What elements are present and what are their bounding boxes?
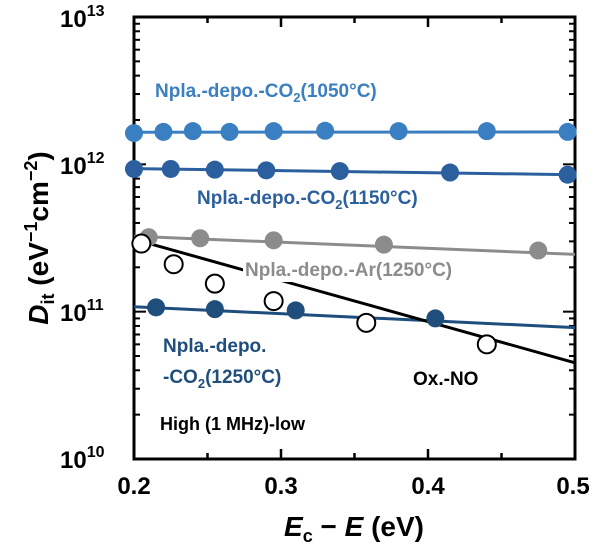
y-tick-exp: 10 — [87, 444, 105, 461]
x-tick-label: 0.3 — [264, 473, 297, 500]
data-point — [476, 334, 497, 355]
x-axis-sub: c — [303, 526, 313, 546]
y-axis-unit-pre: (eV — [23, 242, 54, 294]
data-point — [426, 309, 445, 328]
y-tick-label: 1010 — [60, 444, 105, 474]
data-point — [220, 122, 239, 141]
x-axis-title: Ec − E (eV) — [284, 511, 424, 546]
data-point — [374, 235, 393, 254]
y-tick-label: 1013 — [60, 3, 105, 33]
data-point — [147, 298, 166, 317]
x-tick-label: 0.2 — [117, 473, 150, 500]
data-point — [154, 122, 173, 141]
series-label-text: -CO — [163, 367, 198, 388]
data-point — [389, 122, 408, 141]
x-tick-label: 0.5 — [556, 473, 589, 500]
data-point — [125, 124, 143, 143]
y-tick-label: 1011 — [60, 297, 104, 327]
y-tick-labels: 1010 1011 1012 1013 — [60, 3, 105, 474]
y-tick-base: 10 — [60, 6, 87, 33]
data-point — [356, 312, 377, 333]
series-label-ox-no: Ox.-NO — [413, 369, 478, 390]
y-axis-exp2: −2 — [21, 161, 41, 182]
series-label-bg — [243, 256, 529, 282]
series-label-co2-1250-line1: Npla.-depo. — [163, 336, 266, 357]
series-label-text: (1050°C) — [301, 81, 377, 102]
y-tick-label: 1012 — [60, 150, 105, 180]
data-point — [131, 233, 152, 254]
data-point — [263, 291, 284, 312]
data-point — [264, 122, 283, 141]
y-axis-var: D — [23, 304, 54, 324]
fit-line — [133, 167, 576, 177]
x-tick-labels: 0.2 0.3 0.4 0.5 — [117, 473, 589, 500]
data-point — [286, 301, 305, 320]
series-label-co2-1150: Npla.-depo.-CO2(1150°C) — [197, 188, 418, 212]
y-axis-unit-post: ) — [23, 151, 54, 160]
y-tick-base: 10 — [60, 300, 87, 327]
series-label-sub: 2 — [335, 197, 342, 212]
data-point — [204, 273, 225, 294]
data-point — [558, 165, 577, 184]
data-point — [558, 122, 577, 141]
series-label-co2-1050: Npla.-depo.-CO2(1050°C) — [155, 81, 377, 105]
data-point — [183, 122, 202, 141]
x-axis-minus: − — [313, 511, 345, 542]
data-point — [330, 162, 349, 181]
y-axis-exp1: −1 — [21, 222, 41, 243]
y-axis-unit-mid: cm — [23, 181, 54, 221]
series-label-sub: 2 — [198, 376, 205, 391]
series-label-co2-1250-line2: -CO2(1250°C) — [163, 367, 281, 391]
data-point — [441, 163, 460, 182]
y-axis-title: Dit (eV−1cm−2) — [21, 151, 58, 324]
data-point — [205, 160, 224, 179]
y-tick-base: 10 — [60, 447, 87, 474]
data-point — [257, 161, 276, 180]
data-point — [477, 122, 496, 141]
series-label-sub: 2 — [293, 90, 300, 105]
x-tick-label: 0.4 — [411, 473, 445, 500]
data-point — [191, 229, 210, 248]
x-axis-var2: E — [345, 511, 365, 542]
fit-line — [133, 237, 576, 365]
data-point — [264, 231, 283, 250]
series-label-text: Npla.-depo.-CO — [155, 81, 293, 102]
data-markers — [125, 121, 577, 355]
fit-lines — [133, 130, 576, 365]
data-point — [205, 300, 224, 319]
y-tick-exp: 12 — [87, 150, 105, 167]
series-label-text: Npla.-depo.-CO — [197, 188, 335, 209]
y-tick-exp: 11 — [87, 297, 104, 314]
series-label-ar-1250: Npla.-depo.-Ar(1250°C) — [245, 260, 452, 281]
measurement-note: High (1 MHz)-low — [160, 414, 306, 434]
data-point — [316, 121, 335, 140]
data-point — [161, 159, 180, 178]
data-point — [529, 241, 548, 260]
data-point — [163, 254, 184, 275]
data-point — [125, 159, 143, 178]
fit-line — [133, 305, 576, 330]
y-tick-base: 10 — [60, 153, 87, 180]
x-axis-var1: E — [284, 511, 304, 542]
y-tick-exp: 13 — [87, 3, 105, 20]
x-axis-unit: (eV) — [363, 511, 424, 542]
y-axis-sub: it — [38, 293, 58, 304]
series-label-text: (1150°C) — [343, 188, 418, 209]
series-label-text: (1250°C) — [205, 367, 281, 388]
